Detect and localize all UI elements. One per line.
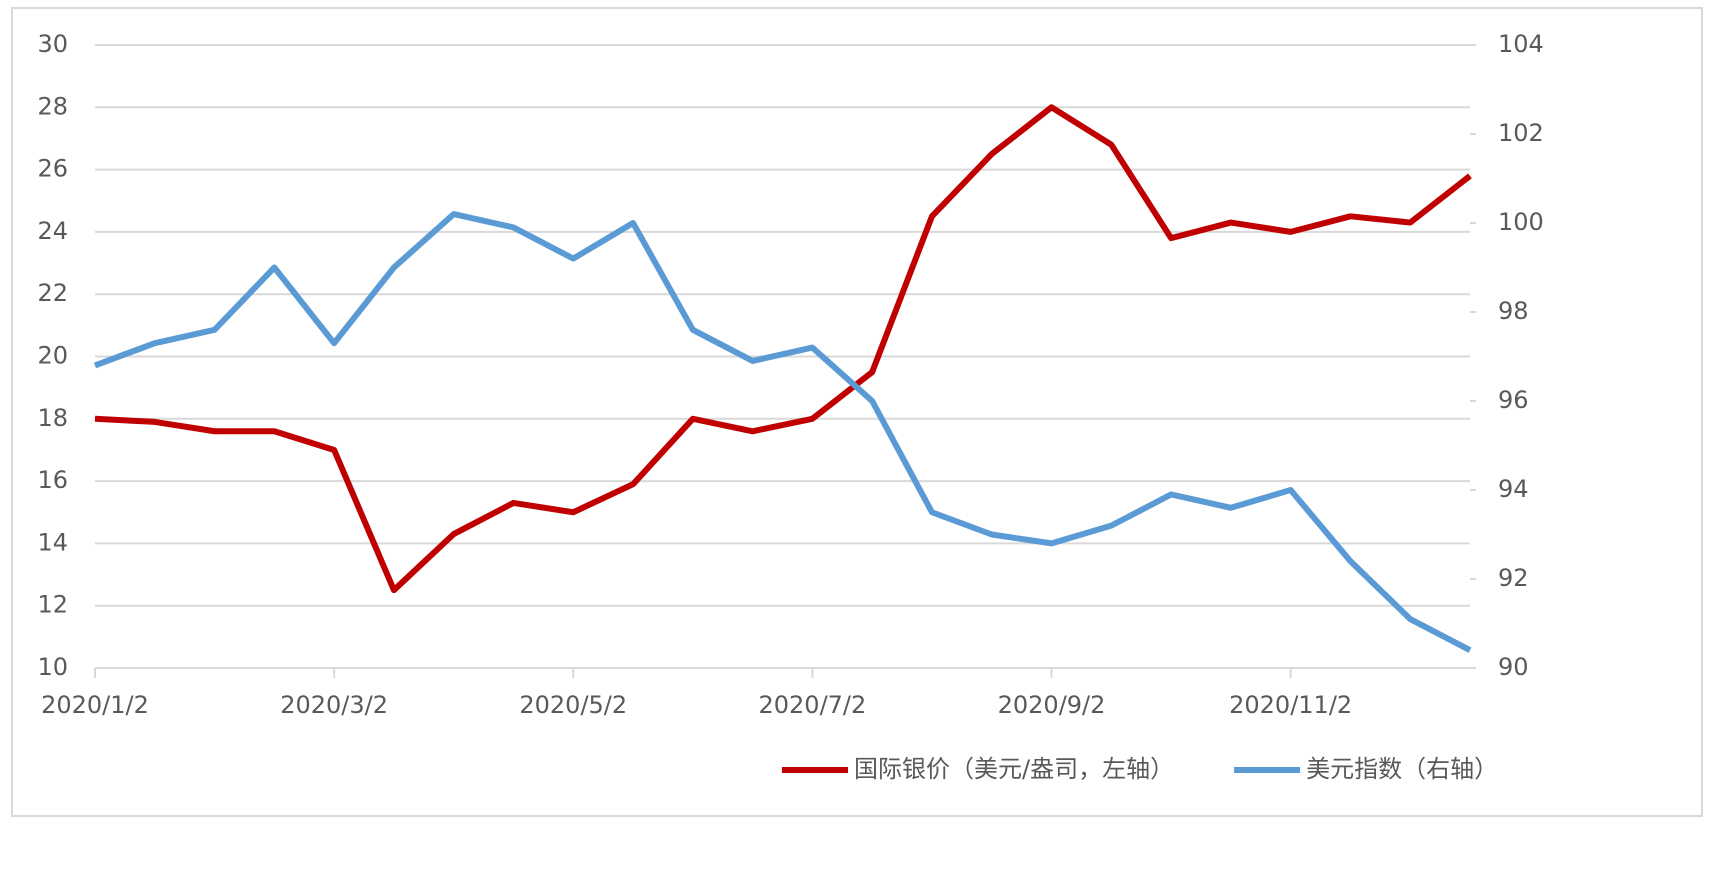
x-tick-label: 2020/11/2 [1229, 691, 1352, 719]
y2-tick-label: 92 [1498, 564, 1529, 592]
x-tick-label: 2020/3/2 [280, 691, 388, 719]
legend-label: 美元指数（右轴） [1306, 755, 1498, 783]
y2-tick-label: 90 [1498, 653, 1529, 681]
legend: 国际银价（美元/盎司，左轴） 美元指数（右轴） [782, 755, 1498, 783]
series-line [94, 104, 1472, 594]
y2-tick-label: 100 [1498, 208, 1544, 236]
series-line [93, 211, 1472, 653]
y2-tick-label: 104 [1498, 30, 1544, 58]
y-tick-label: 16 [37, 466, 68, 494]
y2-tick-label: 94 [1498, 475, 1529, 503]
y-tick-label: 12 [37, 591, 68, 619]
x-tick-label: 2020/1/2 [41, 691, 149, 719]
y-tick-label: 24 [37, 217, 68, 245]
y-tick-label: 14 [37, 528, 68, 556]
y-tick-label: 26 [37, 155, 68, 183]
y-tick-label: 20 [37, 342, 68, 370]
y2-tick-label: 98 [1498, 297, 1529, 325]
y-tick-label: 10 [37, 653, 68, 681]
x-tick-label: 2020/7/2 [758, 691, 866, 719]
x-tick-label: 2020/5/2 [519, 691, 627, 719]
y2-tick-label: 102 [1498, 119, 1544, 147]
x-tick-label: 2020/9/2 [998, 691, 1106, 719]
y-tick-label: 18 [37, 404, 68, 432]
y-tick-label: 28 [37, 92, 68, 120]
y-tick-label: 30 [37, 30, 68, 58]
legend-label: 国际银价（美元/盎司，左轴） [854, 755, 1174, 783]
y2-tick-label: 96 [1498, 386, 1529, 414]
chart-border [11, 7, 1703, 817]
y-tick-label: 22 [37, 279, 68, 307]
